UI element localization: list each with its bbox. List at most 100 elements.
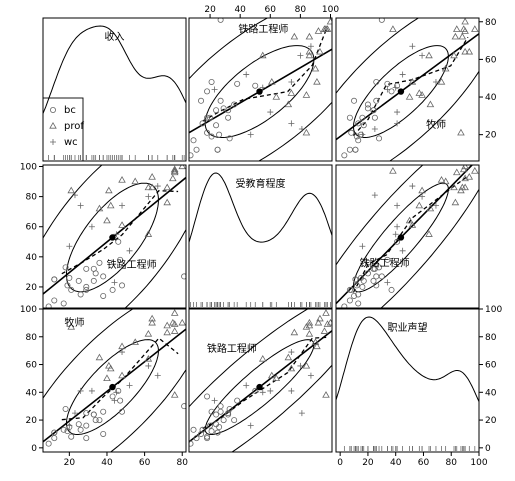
point-wc bbox=[297, 362, 304, 369]
y-tick-label: 40 bbox=[26, 388, 38, 398]
panel-1-1: 受教育程度 bbox=[188, 164, 333, 309]
point-prof bbox=[170, 327, 179, 334]
point-bc bbox=[351, 292, 358, 299]
point-wc bbox=[126, 247, 133, 254]
point-prof bbox=[163, 328, 171, 336]
point-bc bbox=[199, 426, 206, 433]
density-curve bbox=[43, 25, 186, 114]
point-bc bbox=[92, 270, 99, 277]
point-wc bbox=[119, 349, 126, 356]
point-bc bbox=[252, 387, 259, 394]
y-tick-label: 20 bbox=[485, 131, 497, 141]
point-prof bbox=[437, 77, 446, 85]
point-bc bbox=[217, 18, 224, 23]
point-label: 铁路工程师 bbox=[207, 342, 257, 355]
x-tick-label: 60 bbox=[418, 458, 430, 468]
point-prof bbox=[458, 32, 467, 40]
point-label: 牧师 bbox=[426, 118, 446, 131]
point-wc bbox=[154, 372, 161, 379]
point-prof bbox=[316, 47, 324, 55]
density-curve bbox=[336, 316, 479, 402]
smoother-line bbox=[202, 27, 328, 122]
point-prof bbox=[284, 100, 293, 108]
point-wc bbox=[371, 192, 378, 199]
smoother-line bbox=[352, 36, 469, 137]
point-bc bbox=[208, 408, 215, 415]
point-bc bbox=[204, 114, 211, 121]
point-prof bbox=[441, 64, 450, 72]
panel-content bbox=[43, 309, 186, 452]
point-prof bbox=[118, 342, 126, 350]
point-wc bbox=[259, 84, 266, 91]
ellipse-outer bbox=[43, 165, 186, 308]
point-wc bbox=[298, 410, 305, 417]
point-bc bbox=[370, 107, 377, 114]
x-tick-label: 20 bbox=[64, 458, 76, 468]
point-prof bbox=[471, 25, 479, 32]
point-wc bbox=[259, 389, 266, 396]
point-prof bbox=[106, 201, 115, 209]
point-bc bbox=[51, 435, 58, 442]
point-prof bbox=[267, 77, 276, 85]
variable-name: 职业声望 bbox=[388, 321, 428, 334]
point-bc bbox=[115, 387, 122, 394]
point-bc bbox=[62, 264, 69, 271]
point-bc bbox=[355, 137, 362, 144]
point-bc bbox=[226, 405, 233, 412]
point-wc bbox=[419, 52, 426, 59]
point-prof bbox=[426, 204, 435, 212]
y-tick-label: 20 bbox=[485, 416, 497, 426]
point-wc bbox=[432, 202, 439, 209]
point-wc bbox=[394, 120, 401, 127]
point-bc bbox=[90, 277, 97, 284]
point-prof bbox=[311, 338, 320, 345]
point-wc bbox=[126, 382, 133, 389]
point-bc bbox=[109, 286, 116, 293]
point-bc bbox=[384, 256, 391, 263]
point-wc bbox=[399, 247, 406, 254]
point-bc bbox=[359, 114, 366, 121]
point-bc bbox=[83, 410, 90, 417]
ellipse-outer bbox=[189, 309, 332, 452]
point-prof bbox=[465, 173, 474, 180]
centroid-point bbox=[397, 88, 405, 95]
point-bc bbox=[83, 283, 90, 290]
centroid-point bbox=[109, 383, 116, 391]
point-prof bbox=[452, 25, 461, 32]
density-curve bbox=[189, 172, 332, 243]
point-wc bbox=[394, 109, 401, 116]
point-prof bbox=[316, 314, 324, 322]
point-bc bbox=[51, 276, 58, 283]
point-bc bbox=[357, 274, 364, 281]
point-wc bbox=[211, 86, 218, 93]
point-bc bbox=[394, 82, 401, 89]
point-bc bbox=[364, 270, 371, 277]
point-bc bbox=[213, 107, 220, 114]
point-wc bbox=[71, 410, 78, 417]
point-bc bbox=[388, 286, 395, 293]
point-prof bbox=[105, 186, 113, 194]
point-bc bbox=[66, 424, 73, 431]
point-bc bbox=[341, 303, 348, 308]
point-bc bbox=[216, 131, 223, 138]
point-prof bbox=[144, 329, 153, 337]
point-prof bbox=[267, 371, 276, 379]
point-prof bbox=[426, 100, 435, 108]
point-bc bbox=[115, 238, 122, 245]
panel-0-1: 铁路工程师 bbox=[188, 17, 333, 162]
point-prof bbox=[408, 77, 417, 85]
point-prof bbox=[425, 51, 433, 59]
point-bc bbox=[217, 403, 224, 410]
point-prof bbox=[415, 201, 424, 209]
point-wc bbox=[288, 387, 295, 394]
point-prof bbox=[258, 354, 267, 362]
point-bc bbox=[378, 18, 385, 23]
panel-frame bbox=[188, 308, 333, 453]
point-prof bbox=[415, 89, 424, 96]
point-bc bbox=[66, 274, 73, 281]
point-bc bbox=[346, 286, 353, 293]
panel-frame bbox=[42, 308, 187, 453]
y-tick-label: 100 bbox=[20, 163, 37, 173]
point-bc bbox=[208, 78, 215, 85]
point-bc bbox=[360, 277, 367, 284]
